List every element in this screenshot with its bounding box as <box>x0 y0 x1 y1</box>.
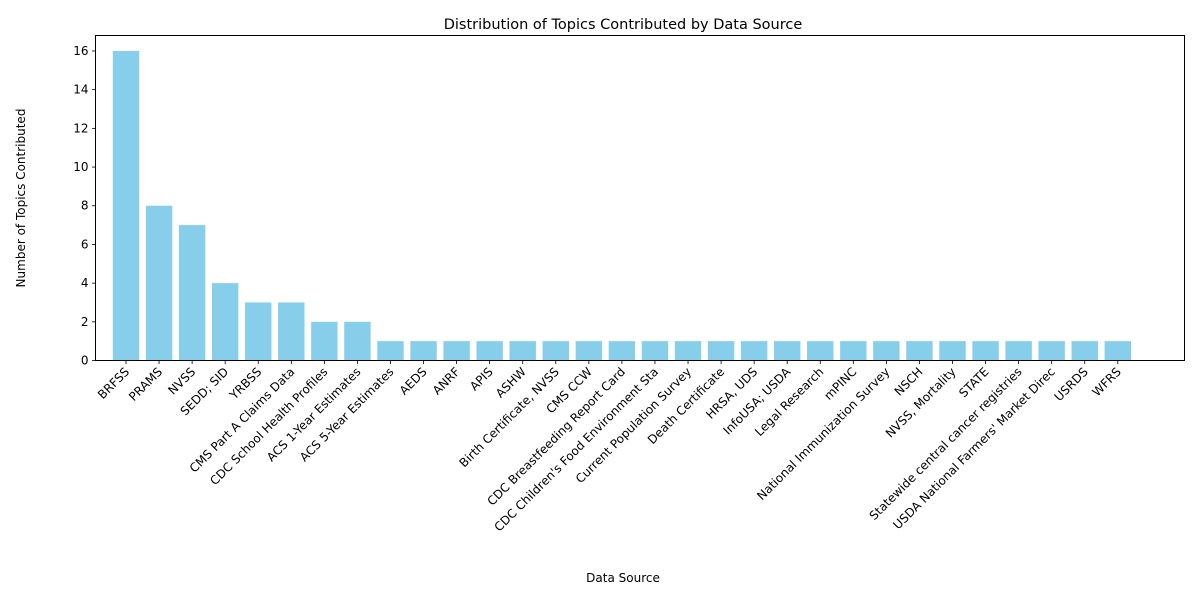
y-axis: 0 2 4 6 8 10 12 14 16 <box>73 44 96 368</box>
bar <box>377 341 404 361</box>
bar <box>939 341 966 361</box>
bar <box>972 341 999 361</box>
bar <box>906 341 933 361</box>
bar <box>1038 341 1065 361</box>
y-tick-label: 16 <box>73 44 88 58</box>
bar <box>1005 341 1032 361</box>
bar <box>873 341 900 361</box>
y-tick-label: 10 <box>73 160 88 174</box>
y-axis-title: Number of Topics Contributed <box>14 109 28 288</box>
bar <box>1071 341 1098 361</box>
bars-group <box>112 50 1131 361</box>
bar <box>245 302 272 361</box>
y-tick-label: 4 <box>81 276 89 290</box>
bar <box>774 341 801 361</box>
bar <box>608 341 636 361</box>
bar <box>178 225 206 361</box>
bar <box>1104 341 1131 361</box>
x-axis-title: Data Source <box>586 571 660 585</box>
bar <box>311 321 338 361</box>
bar <box>145 205 173 361</box>
bar <box>840 341 867 361</box>
bar <box>641 341 669 361</box>
bar <box>112 50 140 361</box>
plot-frame <box>95 35 1185 361</box>
chart-title: Distribution of Topics Contributed by Da… <box>444 17 803 33</box>
bar <box>542 341 569 361</box>
bar <box>410 341 437 361</box>
bar <box>443 341 470 361</box>
bar <box>211 283 239 361</box>
bar <box>707 341 735 361</box>
y-tick-label: 14 <box>73 83 88 97</box>
y-tick-label: 8 <box>81 199 89 213</box>
y-tick-label: 2 <box>81 315 89 329</box>
bar <box>278 302 305 361</box>
bar <box>740 341 768 361</box>
bar <box>344 321 371 361</box>
y-tick-label: 12 <box>73 121 88 135</box>
y-tick-label: 0 <box>81 354 89 368</box>
bar <box>674 341 702 361</box>
bar <box>476 341 503 361</box>
bar <box>575 341 603 361</box>
bar <box>509 341 536 361</box>
bar <box>807 341 834 361</box>
y-tick-label: 6 <box>81 237 89 251</box>
